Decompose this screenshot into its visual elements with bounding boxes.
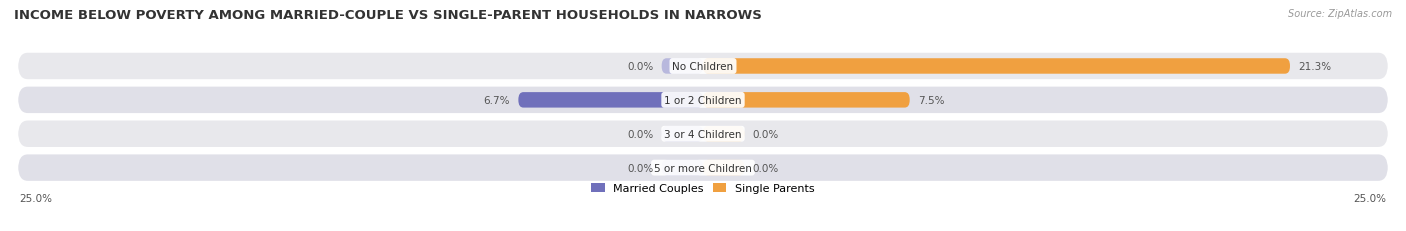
- Text: 0.0%: 0.0%: [752, 163, 779, 173]
- Text: 7.5%: 7.5%: [918, 95, 945, 105]
- Text: 0.0%: 0.0%: [752, 129, 779, 139]
- Text: 0.0%: 0.0%: [627, 62, 654, 72]
- FancyBboxPatch shape: [18, 54, 1388, 80]
- FancyBboxPatch shape: [662, 126, 703, 142]
- Legend: Married Couples, Single Parents: Married Couples, Single Parents: [586, 179, 820, 198]
- Text: 6.7%: 6.7%: [484, 95, 510, 105]
- Text: 5 or more Children: 5 or more Children: [654, 163, 752, 173]
- FancyBboxPatch shape: [703, 160, 744, 176]
- Text: INCOME BELOW POVERTY AMONG MARRIED-COUPLE VS SINGLE-PARENT HOUSEHOLDS IN NARROWS: INCOME BELOW POVERTY AMONG MARRIED-COUPL…: [14, 9, 762, 22]
- FancyBboxPatch shape: [18, 87, 1388, 114]
- Text: 0.0%: 0.0%: [627, 163, 654, 173]
- FancyBboxPatch shape: [703, 93, 910, 108]
- FancyBboxPatch shape: [662, 59, 703, 74]
- FancyBboxPatch shape: [18, 121, 1388, 147]
- Text: 21.3%: 21.3%: [1298, 62, 1331, 72]
- FancyBboxPatch shape: [703, 59, 1289, 74]
- Text: 0.0%: 0.0%: [627, 129, 654, 139]
- FancyBboxPatch shape: [519, 93, 703, 108]
- FancyBboxPatch shape: [703, 126, 744, 142]
- Text: 25.0%: 25.0%: [1354, 193, 1386, 203]
- Text: 3 or 4 Children: 3 or 4 Children: [664, 129, 742, 139]
- FancyBboxPatch shape: [662, 160, 703, 176]
- FancyBboxPatch shape: [18, 155, 1388, 181]
- Text: Source: ZipAtlas.com: Source: ZipAtlas.com: [1288, 9, 1392, 19]
- Text: 25.0%: 25.0%: [20, 193, 52, 203]
- Text: 1 or 2 Children: 1 or 2 Children: [664, 95, 742, 105]
- Text: No Children: No Children: [672, 62, 734, 72]
